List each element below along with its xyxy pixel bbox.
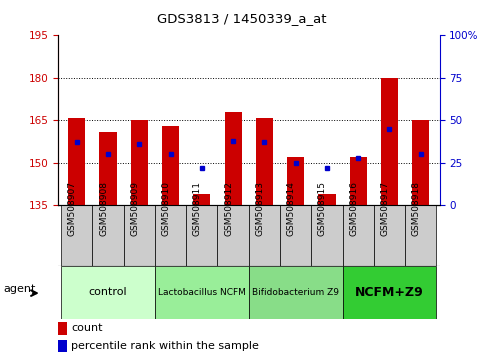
Bar — [155, 266, 249, 319]
Bar — [342, 266, 437, 319]
Bar — [92, 205, 124, 266]
Bar — [131, 120, 148, 205]
Text: GSM508918: GSM508918 — [412, 181, 421, 236]
Bar — [61, 266, 155, 319]
Bar — [58, 340, 68, 352]
Bar — [249, 266, 342, 319]
Text: GDS3813 / 1450339_a_at: GDS3813 / 1450339_a_at — [157, 12, 326, 25]
Bar — [256, 118, 273, 205]
Text: percentile rank within the sample: percentile rank within the sample — [71, 341, 259, 351]
Bar — [68, 118, 85, 205]
Bar — [350, 157, 367, 205]
Bar — [217, 205, 249, 266]
Text: control: control — [89, 287, 128, 297]
Bar — [225, 112, 242, 205]
Bar — [99, 132, 116, 205]
Text: Bifidobacterium Z9: Bifidobacterium Z9 — [252, 287, 339, 297]
Bar — [381, 78, 398, 205]
Bar — [249, 205, 280, 266]
Bar — [155, 205, 186, 266]
Text: GSM508916: GSM508916 — [349, 181, 358, 236]
Text: Lactobacillus NCFM: Lactobacillus NCFM — [158, 287, 246, 297]
Bar — [186, 205, 217, 266]
Text: GSM508911: GSM508911 — [193, 181, 202, 236]
Text: GSM508912: GSM508912 — [224, 181, 233, 236]
Bar — [280, 205, 312, 266]
Bar — [374, 205, 405, 266]
Text: GSM508909: GSM508909 — [130, 181, 139, 236]
Text: count: count — [71, 323, 103, 333]
Text: GSM508907: GSM508907 — [68, 181, 77, 236]
Text: GSM508908: GSM508908 — [99, 181, 108, 236]
Bar — [61, 205, 92, 266]
Bar — [412, 120, 429, 205]
Bar — [124, 205, 155, 266]
Bar — [405, 205, 437, 266]
Bar — [312, 205, 342, 266]
Text: agent: agent — [3, 284, 35, 295]
Text: GSM508915: GSM508915 — [318, 181, 327, 236]
Bar — [287, 157, 304, 205]
Bar — [342, 205, 374, 266]
Text: GSM508913: GSM508913 — [256, 181, 264, 236]
Text: GSM508914: GSM508914 — [286, 181, 296, 236]
Text: NCFM+Z9: NCFM+Z9 — [355, 286, 424, 298]
Bar — [318, 194, 336, 205]
Bar — [193, 194, 211, 205]
Bar — [162, 126, 179, 205]
Bar — [58, 322, 68, 335]
Text: GSM508910: GSM508910 — [161, 181, 170, 236]
Text: GSM508917: GSM508917 — [381, 181, 389, 236]
